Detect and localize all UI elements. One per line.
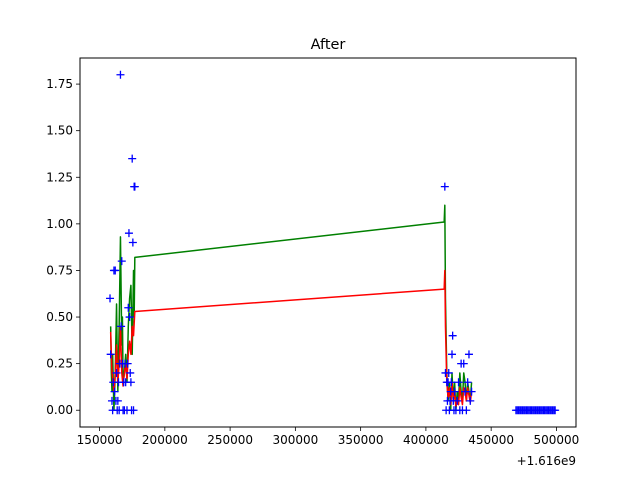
data-point-marker: [126, 368, 135, 377]
data-point-marker: [130, 182, 139, 191]
plot-area: [106, 70, 560, 415]
data-point-marker: [447, 378, 456, 387]
y-tick-label: 0.50: [46, 310, 73, 324]
x-tick-label: 450000: [468, 433, 514, 447]
x-tick-label: 400000: [403, 433, 449, 447]
data-point-marker: [124, 229, 133, 238]
data-point-marker: [464, 350, 473, 359]
data-point-marker: [124, 303, 133, 312]
data-point-marker: [128, 154, 137, 163]
y-tick-label: 0.25: [46, 357, 73, 371]
axes: 150000 200000 250000 300000 350000 400000 4500…: [46, 77, 579, 447]
data-point-marker: [448, 350, 456, 359]
x-tick-label: 300000: [272, 433, 318, 447]
data-point-marker: [106, 350, 115, 359]
x-tick-label: 200000: [142, 433, 188, 447]
data-point-marker: [467, 387, 476, 396]
data-point-marker: [116, 70, 125, 79]
data-point-marker: [112, 368, 121, 377]
data-point-marker: [453, 396, 462, 405]
chart-title: After: [311, 37, 346, 53]
data-point-marker: [125, 313, 134, 322]
x-tick-label: 500000: [534, 433, 580, 447]
data-point-marker: [462, 406, 471, 415]
x-offset-label: +1.616e9: [517, 454, 576, 468]
data-point-marker: [448, 331, 457, 340]
data-point-marker: [454, 378, 463, 387]
data-point-marker: [450, 387, 459, 396]
y-tick-label: 1.25: [46, 170, 73, 184]
x-tick-label: 150000: [77, 433, 123, 447]
data-point-marker: [459, 359, 468, 368]
y-tick-label: 0.00: [46, 403, 73, 417]
data-point-marker: [111, 266, 120, 275]
x-tick-label: 350000: [338, 433, 384, 447]
data-point-marker: [466, 396, 475, 405]
data-point-marker: [106, 294, 115, 303]
data-point-marker: [117, 257, 126, 266]
data-point-marker: [440, 182, 449, 191]
plot-frame: [79, 57, 577, 428]
data-point-marker: [551, 406, 560, 415]
data-point-marker: [463, 378, 472, 387]
y-tick-label: 1.50: [46, 124, 73, 138]
y-tick-label: 0.75: [46, 263, 73, 277]
y-tick-label: 1.00: [46, 217, 73, 231]
data-point-marker: [110, 387, 119, 396]
data-point-marker: [117, 322, 126, 331]
data-point-marker: [129, 406, 138, 415]
data-point-marker: [444, 368, 453, 377]
y-tick-label: 1.75: [46, 77, 73, 91]
data-point-marker: [126, 378, 135, 387]
data-point-marker: [128, 238, 137, 247]
data-point-marker: [123, 359, 132, 368]
x-tick-label: 250000: [207, 433, 253, 447]
data-point-marker: [113, 396, 122, 405]
